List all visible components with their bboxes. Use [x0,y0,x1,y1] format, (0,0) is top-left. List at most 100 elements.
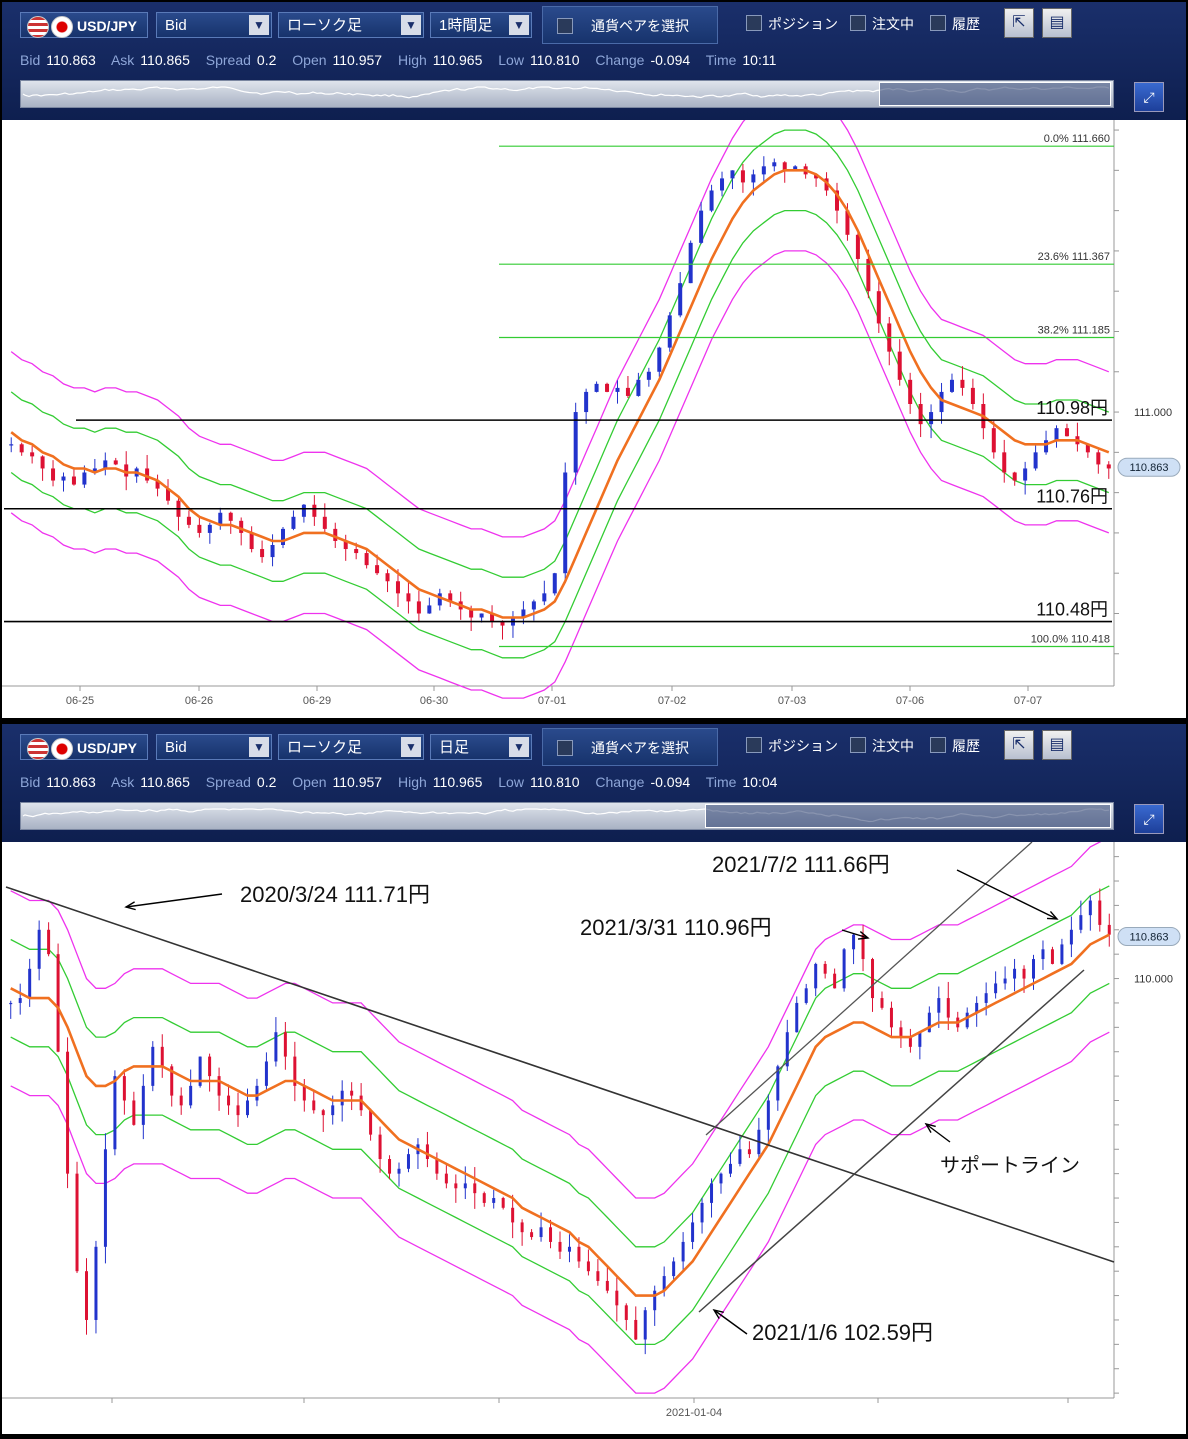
bollinger-band-line [10,982,1110,1346]
timeframe-select[interactable]: 1時間足 ▼ [430,12,532,38]
orders-label: 注文中 [872,16,914,32]
candle-body [245,1100,249,1116]
us-flag-icon [27,16,49,38]
pair-selector[interactable]: USD/JPY [20,12,148,38]
price-type-select[interactable]: Bid ▼ [156,12,272,38]
moving-average-line [10,169,1110,619]
chevron-down-icon: ▼ [249,737,269,757]
candle-body [293,1056,297,1086]
history-toggle[interactable]: 履歴 [930,736,980,756]
candle-body [918,1032,922,1047]
orders-checkbox[interactable] [850,737,866,753]
candle-body [511,1207,515,1223]
x-tick-label: 07-03 [778,695,806,707]
position-toggle[interactable]: ポジション [746,736,838,756]
candle-body [321,1110,325,1116]
candle-body [1033,452,1038,469]
candle-body [845,210,850,235]
price-type-select[interactable]: Bid ▼ [156,734,272,760]
candle-body [66,1051,70,1174]
bid-label: Bid [20,52,41,68]
candle-body [482,1193,486,1203]
candle-body [646,371,651,380]
candle-body [40,456,45,469]
candle-body [37,929,41,969]
candle-body [751,174,756,183]
candle-body [975,1002,979,1013]
position-checkbox[interactable] [746,737,762,753]
orders-checkbox[interactable] [850,15,866,31]
candle-body [331,1105,335,1116]
candle-body [28,968,32,999]
select-pair-checkbox[interactable] [557,740,573,756]
window-icon[interactable]: ▤ [1042,8,1072,38]
bid-label: Bid [20,774,41,790]
candle-body [9,444,14,446]
time-label: Time [705,774,737,790]
chart-settings-icon[interactable]: ⇱ [1004,730,1034,760]
pair-selector[interactable]: USD/JPY [20,734,148,760]
window-icon[interactable]: ▤ [1042,730,1072,760]
candle-body [1003,978,1007,984]
navigator-scrollbar[interactable] [20,802,1114,830]
candle-body [586,1261,590,1272]
candle-body [437,593,442,606]
timeframe-select[interactable]: 日足 ▼ [430,734,532,760]
candle-body [1002,452,1007,473]
position-checkbox[interactable] [746,15,762,31]
position-toggle[interactable]: ポジション [746,14,838,34]
candle-body [861,934,865,960]
chart-style-select[interactable]: ローソク足 ▼ [278,12,424,38]
candle-body [1060,944,1064,964]
chart-style-select[interactable]: ローソク足 ▼ [278,734,424,760]
candle-body [71,476,76,485]
orders-toggle[interactable]: 注文中 [850,736,914,756]
x-tick-label: 07-06 [896,695,924,707]
price-type-value: Bid [165,739,187,756]
history-checkbox[interactable] [930,737,946,753]
jp-flag-icon [51,738,73,760]
bollinger-band-line [10,250,1110,699]
candle-body [406,1154,410,1169]
candle-body [218,512,223,525]
candle-body [378,1134,382,1160]
current-price-tag [1117,926,1181,946]
chevron-down-icon: ▼ [249,15,269,35]
chart-settings-icon[interactable]: ⇱ [1004,8,1034,38]
candle-body [340,1090,344,1106]
x-tick-label: 2021-01-04 [666,1407,722,1419]
low-value: 110.810 [529,52,580,68]
chevron-down-icon: ▼ [401,737,421,757]
navigator-scrollbar[interactable] [20,80,1114,108]
bid-value: 110.863 [46,774,96,790]
candle-body [170,1066,174,1096]
x-tick-label: 06-25 [66,695,94,707]
high-value: 110.965 [432,52,483,68]
history-toggle[interactable]: 履歴 [930,14,980,34]
select-pair-checkbox[interactable] [557,18,573,34]
candle-body [681,1241,685,1262]
candle-body [84,1271,88,1320]
orders-label: 注文中 [872,738,914,754]
navigator-range-handle[interactable] [879,82,1111,106]
orders-toggle[interactable]: 注文中 [850,14,914,34]
candle-body [94,1246,98,1320]
select-pair-button[interactable]: 通貨ペアを選択 [542,728,718,766]
candle-body [918,404,923,425]
navigator-range-handle[interactable] [705,804,1111,828]
candle-body [166,488,171,501]
candle-body [122,1076,126,1101]
select-pair-button[interactable]: 通貨ペアを選択 [542,6,718,44]
candle-body [984,993,988,1003]
expand-icon[interactable]: ⤢ [1134,804,1164,834]
candle-body [435,1159,439,1174]
candle-body [625,387,630,396]
expand-icon[interactable]: ⤢ [1134,82,1164,112]
candle-body [738,1149,742,1164]
candle-body [160,1046,164,1067]
candle-body [596,1271,600,1281]
candle-body [490,613,495,622]
annotation-arrow-line [925,1123,951,1143]
history-checkbox[interactable] [930,15,946,31]
candle-body [691,1222,695,1242]
